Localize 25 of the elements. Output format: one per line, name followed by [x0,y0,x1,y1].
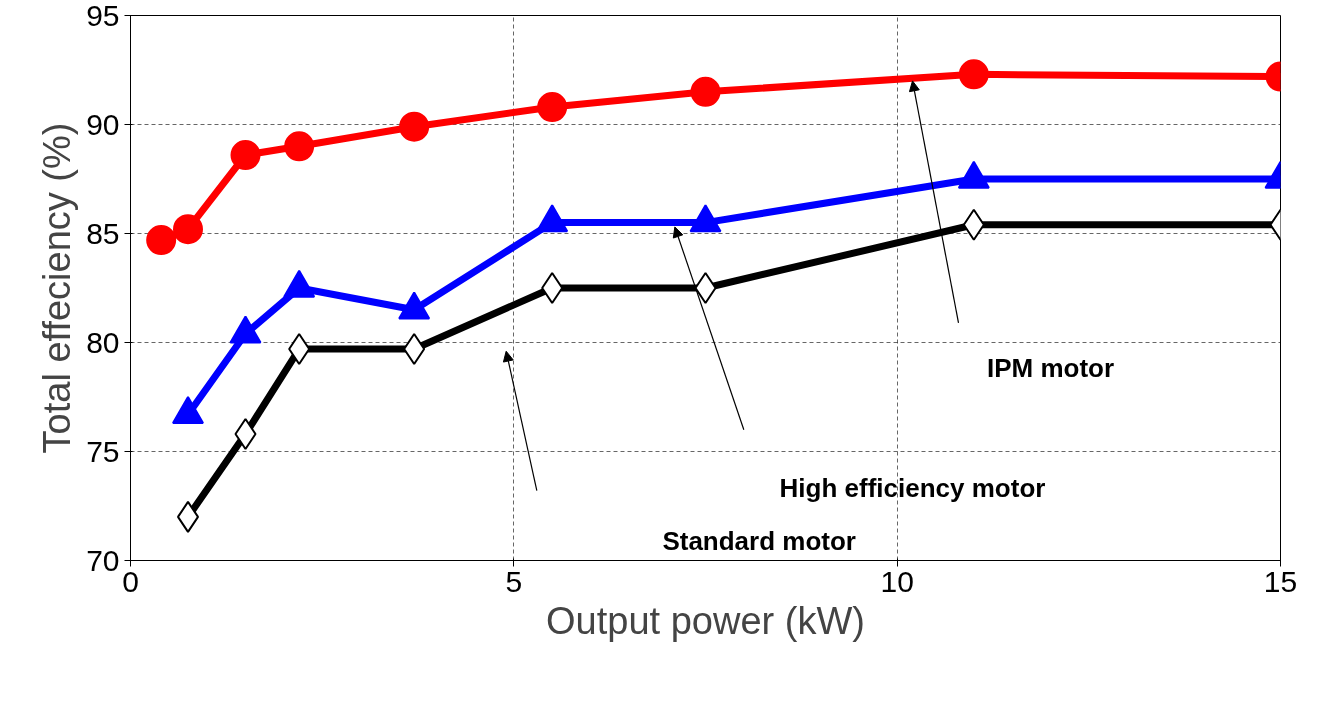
point [537,92,568,123]
y-tick-label: 75 [86,434,120,468]
annotation: High efficiency motor [779,473,1046,504]
x-axis-title: Output power (kW) [546,599,865,642]
point [173,214,203,245]
point [284,131,315,162]
y-tick-label: 90 [86,107,120,141]
y-tick-label: 70 [86,543,120,577]
point [690,76,721,107]
point [694,272,717,304]
y-tick-label: 85 [86,216,120,250]
x-tick-label: 5 [505,564,523,598]
x-tick-label: 15 [1263,564,1298,598]
point [146,225,177,256]
y-tick-label: 95 [86,0,120,32]
y-axis-title: Total effeciency (%) [36,122,79,454]
point [230,140,261,170]
x-tick-label: 0 [122,564,139,598]
x-tick-label: 10 [880,564,914,598]
annotation: Standard motor [662,525,856,556]
annotation: IPM motor [986,353,1115,384]
point [958,59,989,90]
point [399,111,430,142]
point [541,272,564,304]
y-tick-label: 80 [86,325,120,359]
